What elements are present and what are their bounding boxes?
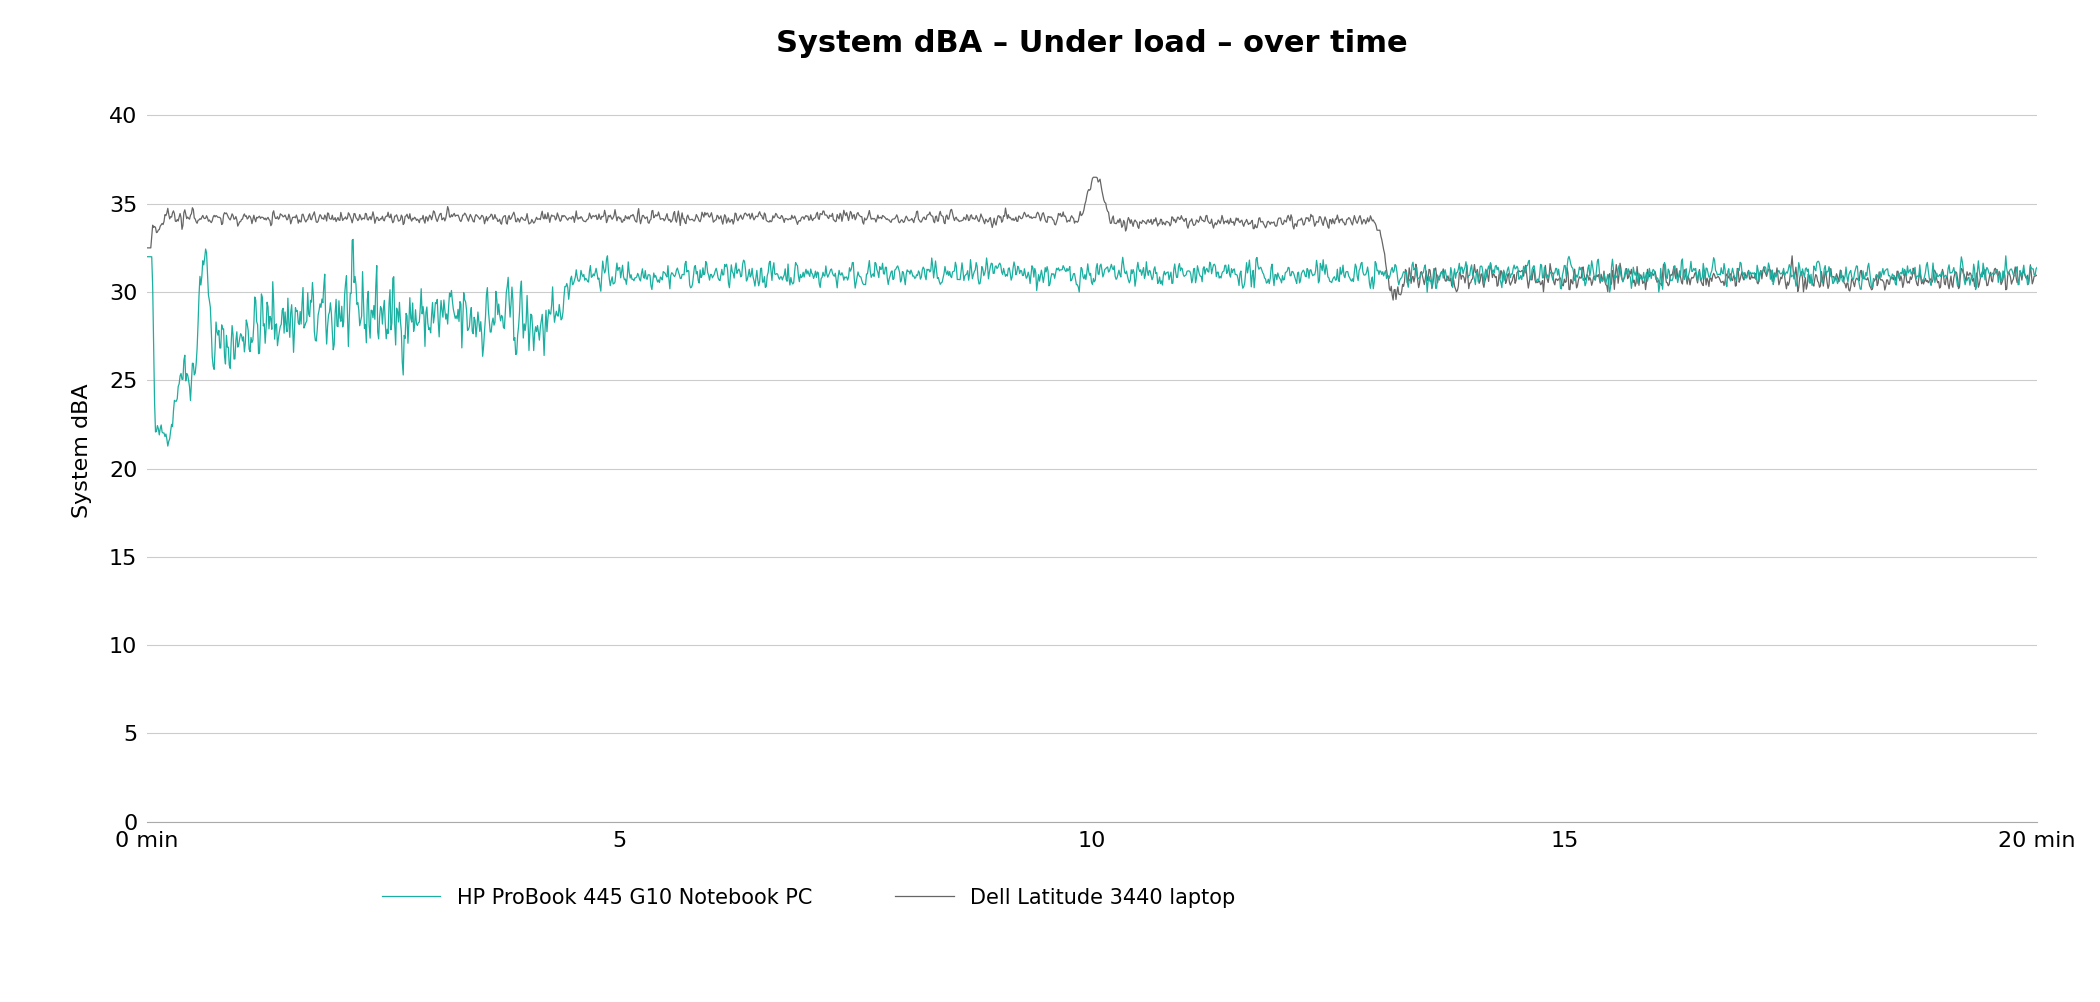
Dell Latitude 3440 laptop (231, 209, 256, 221)
Dell Latitude 3440 laptop (134, 241, 160, 254)
HP ProBook 445 G10 Notebook PC (134, 250, 160, 263)
Line: Dell Latitude 3440 laptop: Dell Latitude 3440 laptop (147, 177, 2037, 300)
Legend: HP ProBook 445 G10 Notebook PC, Dell Latitude 3440 laptop: HP ProBook 445 G10 Notebook PC, Dell Lat… (382, 888, 1235, 908)
HP ProBook 445 G10 Notebook PC (155, 440, 181, 452)
Dell Latitude 3440 laptop (1625, 261, 1651, 273)
HP ProBook 445 G10 Notebook PC (231, 346, 256, 358)
Dell Latitude 3440 laptop (1054, 211, 1079, 223)
Dell Latitude 3440 laptop (1004, 211, 1029, 223)
Y-axis label: System dBA: System dBA (71, 384, 92, 518)
HP ProBook 445 G10 Notebook PC (1972, 264, 1997, 276)
Line: HP ProBook 445 G10 Notebook PC: HP ProBook 445 G10 Notebook PC (147, 239, 2037, 446)
HP ProBook 445 G10 Notebook PC (1006, 261, 1031, 273)
Dell Latitude 3440 laptop (2024, 270, 2050, 282)
Title: System dBA – Under load – over time: System dBA – Under load – over time (777, 29, 1407, 58)
HP ProBook 445 G10 Notebook PC (1970, 258, 1995, 270)
Dell Latitude 3440 laptop (1972, 265, 1997, 277)
Dell Latitude 3440 laptop (1970, 269, 1995, 281)
HP ProBook 445 G10 Notebook PC (2024, 262, 2050, 274)
HP ProBook 445 G10 Notebook PC (1625, 273, 1651, 285)
Dell Latitude 3440 laptop (1082, 171, 1107, 183)
HP ProBook 445 G10 Notebook PC (1056, 265, 1082, 277)
HP ProBook 445 G10 Notebook PC (340, 233, 365, 245)
Dell Latitude 3440 laptop (1380, 294, 1405, 306)
